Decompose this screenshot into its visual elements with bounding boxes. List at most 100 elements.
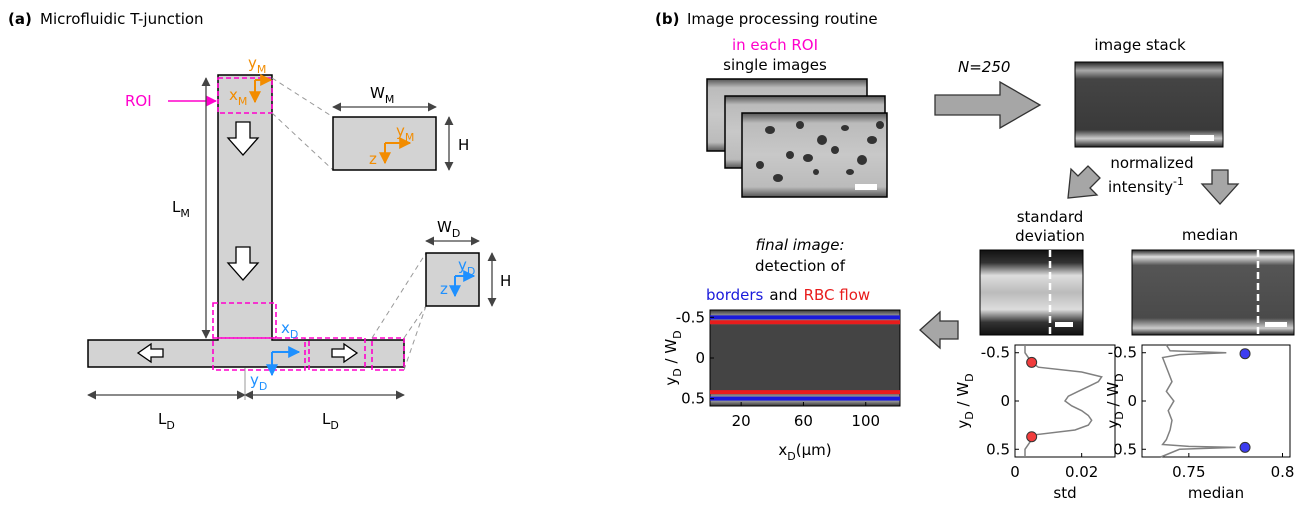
axis-label: z (369, 150, 377, 168)
roi-label: ROI (125, 92, 152, 110)
axis-label: z (440, 280, 448, 298)
flow-arrows (136, 121, 359, 364)
y-axis-label-part: D (671, 368, 684, 376)
detected-point (1026, 356, 1038, 368)
x-axis-label: std (1053, 484, 1076, 502)
x-axis-label-part: D (787, 450, 795, 463)
profile-curve (1160, 344, 1236, 458)
legend-text: borders (706, 286, 764, 304)
step-label: N=250 (958, 58, 1010, 76)
scale-bar (1055, 322, 1073, 327)
y-tick-label: 0.5 (986, 440, 1010, 458)
axis-label-part: x (281, 319, 290, 337)
y-axis-label-part: y (954, 420, 972, 429)
x-tick-label: 100 (851, 412, 880, 430)
dimension-label-part: M (180, 207, 190, 220)
y-axis-label-part: D (963, 411, 976, 419)
axis-label-part: M (405, 131, 415, 144)
axis-label-part: M (257, 63, 267, 76)
x-axis-label-part: (μm) (796, 441, 832, 459)
detected-point (1026, 431, 1038, 443)
zoom-lines (271, 77, 427, 371)
height-label: H (500, 272, 511, 290)
dimension-label-part: L (322, 410, 331, 428)
final-image (709, 309, 901, 407)
single-images (706, 78, 888, 198)
dimension-label: LD (158, 410, 175, 432)
axis-label-part: y (250, 371, 259, 389)
y-tick-label: 0 (695, 349, 705, 367)
dimension-label-part: W (370, 84, 385, 102)
step-label: image stack (1094, 36, 1186, 54)
axis-label: yD (458, 256, 475, 278)
y-axis-label-part: y (1104, 420, 1122, 429)
axis-label-part: D (259, 380, 267, 393)
dimension-label: WM (370, 84, 394, 106)
axis-label: yM (248, 54, 266, 76)
axis-label-part: y (248, 54, 257, 72)
cross-section (425, 252, 480, 307)
x-axis-label: median (1188, 484, 1244, 502)
y-tick-label: -0.5 (676, 308, 705, 326)
y-axis-label-part: D (1113, 373, 1126, 381)
legend-text: RBC flow (804, 286, 871, 304)
x-tick-label: 0.8 (1271, 463, 1295, 481)
axes-blue (266, 270, 476, 377)
x-tick-label: 20 (732, 412, 751, 430)
y-tick-label: -0.5 (1108, 344, 1137, 362)
axis-label: xD (281, 319, 298, 341)
x-axis-label-part: x (778, 441, 787, 459)
roi-boxes (212, 77, 405, 371)
axes-orange (249, 74, 412, 165)
y-axis-label-part: y (662, 377, 680, 386)
step-label: deviation (1015, 227, 1085, 245)
dimension-label-part: W (437, 218, 452, 236)
cells (756, 121, 884, 182)
step-label: in each ROI (732, 36, 818, 54)
axis-label-part: y (458, 256, 467, 274)
y-axis-label-part: / W (662, 339, 680, 369)
dimension-label-part: D (330, 419, 338, 432)
axis-label: yD (250, 371, 267, 393)
panel-label: (a) (8, 10, 32, 28)
axis-label: xM (229, 86, 247, 108)
axis-label-part: x (229, 86, 238, 104)
x-axis-label: xD(μm) (778, 441, 831, 463)
y-axis-label: yD / WD (954, 373, 976, 428)
y-tick-label: 0.5 (681, 390, 705, 408)
y-axis-label-part: / W (1104, 382, 1122, 412)
axis-label-part: y (396, 122, 405, 140)
panel-label: (b) (655, 10, 679, 28)
dimension-label-part: D (166, 419, 174, 432)
dimension-label-part: L (172, 198, 181, 216)
step-label: final image: (755, 236, 844, 254)
y-tick-label: -0.5 (981, 344, 1010, 362)
axis-label-part: D (290, 328, 298, 341)
dimension-label: WD (437, 218, 460, 240)
process-arrows (919, 80, 1240, 350)
dimension-label: LM (172, 198, 190, 220)
axis-label-part: D (467, 265, 475, 278)
step-label: median (1182, 226, 1238, 244)
y-axis-label: yD / WD (1104, 373, 1126, 428)
y-tick-label: 0 (1000, 392, 1010, 410)
image-stack (1074, 61, 1224, 148)
step-label-part: -1 (1173, 175, 1184, 188)
dimension-label-part: D (452, 227, 460, 240)
y-axis-label-part: D (963, 373, 976, 381)
axis-label: yM (396, 122, 414, 144)
scale-bar (1265, 322, 1287, 327)
height-label: H (458, 136, 469, 154)
scale-bar (1190, 135, 1214, 141)
step-label: detection of (755, 257, 846, 275)
step-label: normalized (1110, 154, 1193, 172)
dimension-label-part: L (158, 410, 167, 428)
y-axis-label-part: D (671, 330, 684, 338)
x-tick-label: 0.02 (1065, 463, 1098, 481)
y-tick-label: 0.5 (1113, 440, 1137, 458)
panel-title: Microfluidic T-junction (40, 10, 204, 28)
detected-point (1239, 348, 1251, 360)
step-label: intensity-1 (1108, 175, 1184, 196)
panel-title: Image processing routine (687, 10, 878, 28)
